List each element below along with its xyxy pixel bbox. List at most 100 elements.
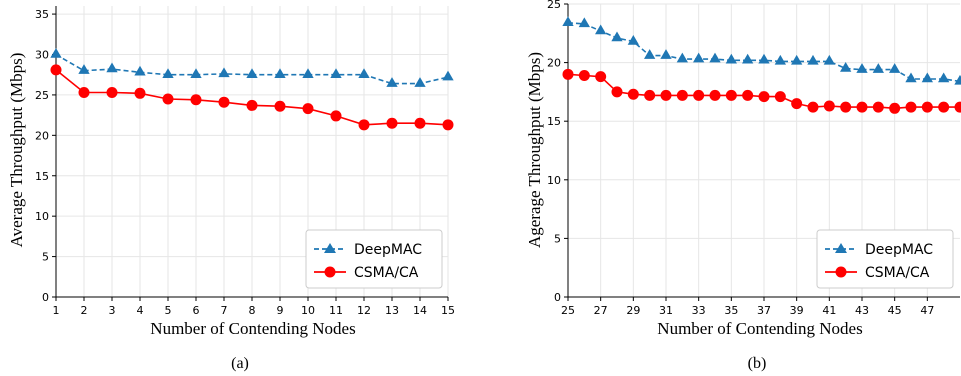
y-axis-label: Average Throughput (Mbps) [7, 53, 26, 248]
series [562, 16, 961, 114]
data-point [627, 88, 639, 100]
data-point [774, 91, 786, 103]
series [50, 48, 454, 131]
data-point [190, 94, 202, 106]
x-tick-label: 7 [221, 304, 228, 317]
legend-frame [305, 229, 443, 289]
data-point [840, 61, 852, 72]
x-tick-label: 10 [301, 304, 315, 317]
x-tick-labels: 25 27 29 31 33 35 37 39 41 43 45 47 [561, 304, 934, 317]
data-point [50, 48, 62, 58]
y-tick-labels: 0 5 10 15 20 25 30 35 [35, 8, 49, 304]
data-point [758, 91, 770, 103]
y-tick-labels: 0 5 10 15 20 25 [547, 0, 561, 304]
data-point [644, 49, 656, 59]
y-tick-label: 5 [554, 232, 561, 245]
data-point [595, 71, 607, 83]
data-point [106, 86, 118, 98]
x-tick-label: 2 [81, 304, 88, 317]
legend-csma-marker [835, 266, 847, 278]
y-tick-label: 0 [554, 291, 561, 304]
legend-csma-marker [324, 266, 336, 278]
legend: DeepMAC CSMA/CA [305, 229, 443, 289]
data-point [274, 100, 286, 112]
x-tick-label: 29 [626, 304, 640, 317]
data-point [872, 101, 884, 113]
data-point [78, 64, 90, 74]
series-deepmac [562, 16, 961, 85]
x-tick-label: 43 [855, 304, 869, 317]
x-tick-label: 5 [165, 304, 172, 317]
legend-csma-label: CSMA/CA [865, 265, 930, 281]
data-point [627, 35, 639, 45]
x-tick-label: 8 [249, 304, 256, 317]
data-point [50, 64, 62, 76]
data-point [709, 52, 721, 63]
series-csma-ca [50, 64, 454, 131]
data-point [840, 101, 852, 113]
x-tick-label: 12 [357, 304, 371, 317]
data-point [442, 70, 454, 81]
data-point [218, 96, 230, 108]
chart-panel-b: 0 5 10 15 20 25 25 27 29 31 33 35 37 39 41 43 45 47 Numb… [525, 0, 961, 372]
x-tick-label: 47 [920, 304, 934, 317]
x-tick-label: 9 [277, 304, 284, 317]
data-point [774, 54, 786, 65]
data-point [807, 54, 819, 65]
data-point [872, 63, 884, 73]
x-tick-label: 13 [385, 304, 399, 317]
x-tick-label: 31 [659, 304, 673, 317]
data-point [302, 103, 314, 115]
data-point [442, 119, 454, 131]
panel-b-caption: (b) [748, 355, 767, 372]
data-point [162, 93, 174, 105]
y-tick-label: 15 [35, 170, 49, 183]
data-point [742, 89, 754, 101]
data-point [725, 53, 737, 64]
y-tick-label: 30 [35, 49, 49, 62]
y-tick-label: 25 [547, 0, 561, 11]
data-point [562, 68, 574, 80]
data-point [791, 98, 803, 110]
axes [564, 3, 960, 301]
data-point [414, 77, 426, 87]
x-tick-label: 3 [109, 304, 116, 317]
x-tick-label: 45 [888, 304, 902, 317]
x-tick-label: 15 [441, 304, 455, 317]
series-csma-ca [562, 68, 961, 114]
data-point [938, 72, 950, 83]
data-point [330, 68, 342, 78]
x-tick-labels: 1 2 3 4 5 6 7 8 9 10 11 12 13 14 15 [53, 304, 456, 317]
data-point [807, 101, 819, 113]
data-point [676, 52, 688, 63]
x-tick-label: 14 [413, 304, 427, 317]
data-point [218, 67, 230, 78]
data-point [190, 68, 202, 78]
data-point [330, 110, 342, 122]
x-tick-label: 27 [594, 304, 608, 317]
data-point [823, 54, 835, 65]
y-tick-label: 0 [42, 291, 49, 304]
data-point [856, 101, 868, 113]
data-point [106, 62, 118, 73]
data-point [644, 89, 656, 101]
y-tick-label: 25 [35, 89, 49, 102]
data-point [246, 68, 258, 78]
data-point [660, 89, 672, 101]
data-point [611, 86, 623, 98]
x-tick-label: 33 [692, 304, 706, 317]
data-point [921, 72, 933, 83]
data-point [856, 63, 868, 73]
series-deepmac [50, 48, 454, 87]
data-point [611, 31, 623, 42]
data-point [414, 117, 426, 129]
data-point [302, 68, 314, 78]
data-point [660, 49, 672, 59]
data-point [709, 89, 721, 101]
y-tick-label: 20 [35, 129, 49, 142]
data-point [693, 89, 705, 101]
data-point [246, 99, 258, 111]
x-tick-label: 6 [193, 304, 200, 317]
